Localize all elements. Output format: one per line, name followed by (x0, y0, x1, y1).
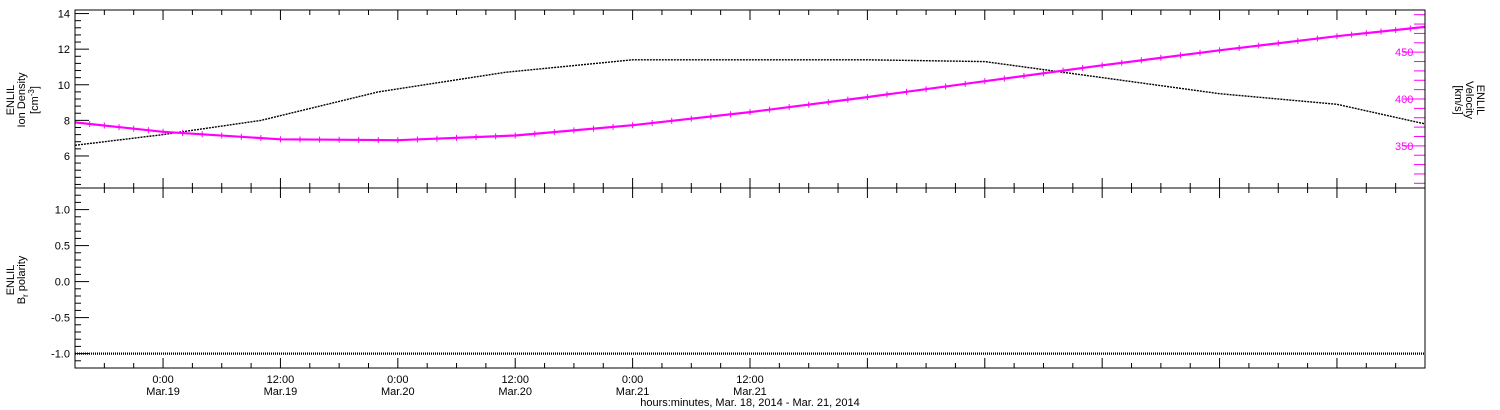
x-tick-time-label: 12:00 (267, 374, 295, 386)
left-tick-label: 12 (58, 44, 70, 56)
top-right-axis-label-1: ENLIL (1474, 85, 1486, 116)
bottom-left-axis-label-1: ENLIL (5, 265, 17, 296)
x-axis-title: hours:minutes, Mar. 18, 2014 - Mar. 21, … (640, 397, 860, 409)
velocity-series-line (74, 25, 1426, 142)
top-left-axis-title: ENLIL Ion Density [cm-3] (5, 72, 41, 128)
bottom-left-axis-label-2: Br polarity (16, 255, 30, 304)
x-tick-date-label: Mar.20 (498, 386, 532, 398)
bottom-panel-frame (74, 187, 1426, 369)
right-tick-label: 350 (1395, 141, 1413, 153)
bottom-tick-label: 1.0 (55, 205, 70, 217)
right-tick-label: 400 (1395, 94, 1413, 106)
bottom-tick-label: -0.5 (51, 313, 70, 325)
left-tick-label: 8 (64, 115, 70, 127)
top-left-axis-label-1: ENLIL (5, 85, 17, 116)
x-tick-date-label: Mar.19 (264, 386, 298, 398)
x-tick-time-label: 0:00 (622, 374, 643, 386)
bottom-tick-label: 0.0 (55, 277, 70, 289)
top-right-axis-label-2: Velocity (1463, 81, 1475, 119)
x-tick-time-label: 12:00 (501, 374, 529, 386)
x-tick-time-label: 12:00 (736, 374, 764, 386)
top-panel: 6 8 10 12 14 350 400 450 (58, 9, 1426, 189)
top-left-axis-label-2: Ion Density (16, 72, 28, 128)
top-right-axis-unit: [km/s] (1452, 85, 1464, 114)
left-tick-label: 6 (64, 151, 70, 163)
bottom-tick-label: -1.0 (51, 349, 70, 361)
x-tick-time-label: 0:00 (387, 374, 408, 386)
top-right-axis-title: ENLIL Velocity [km/s] (1452, 81, 1486, 119)
right-tick-label: 450 (1395, 47, 1413, 59)
bottom-left-axis-title: ENLIL Br polarity (5, 255, 30, 304)
left-tick-label: 14 (58, 9, 70, 21)
x-tick-date-label: Mar.21 (616, 386, 650, 398)
left-tick-label: 10 (58, 80, 70, 92)
bottom-panel: -1.0 -0.5 0.0 0.5 1.0 (51, 187, 1426, 369)
bottom-tick-label: 0.5 (55, 241, 70, 253)
top-panel-frame (74, 9, 1426, 189)
x-tick-time-label: 0:00 (152, 374, 173, 386)
x-axis-labels: 0:00Mar.1912:00Mar.190:00Mar.2012:00Mar.… (103, 10, 1397, 398)
density-series-line (74, 59, 1426, 146)
x-tick-date-label: Mar.21 (733, 386, 767, 398)
top-left-axis-unit: [cm-3] (27, 86, 41, 114)
x-tick-date-label: Mar.19 (146, 386, 180, 398)
x-tick-date-label: Mar.20 (381, 386, 415, 398)
